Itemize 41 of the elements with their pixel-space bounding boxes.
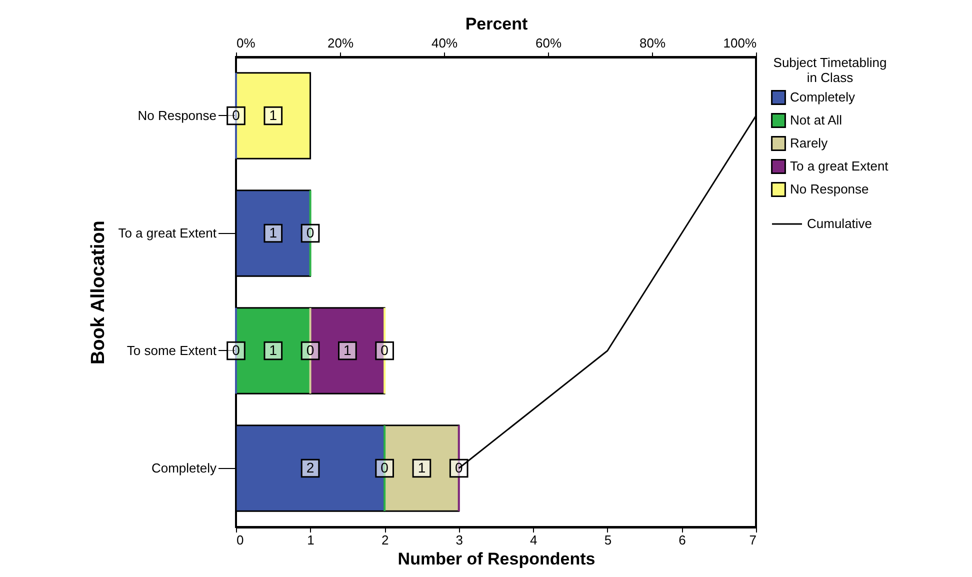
x-tick-label: 0 (236, 532, 244, 548)
data-label: 0 (232, 106, 240, 123)
y-axis-title: Book Allocation (88, 220, 110, 364)
y-tick-label: No Response (138, 108, 216, 123)
y-tick-label: To some Extent (126, 342, 217, 358)
data-label: 1 (269, 106, 278, 123)
data-label: 0 (454, 459, 463, 476)
legend-label: Completely (790, 90, 856, 104)
y-tick-label: Completely (151, 460, 217, 476)
data-label: 0 (380, 459, 389, 476)
data-label: 0 (380, 342, 389, 358)
legend-label: Cumulative (807, 216, 872, 231)
x2-tick-label: 20% (327, 36, 354, 50)
data-label: 2 (306, 459, 314, 476)
x-tick-label: 5 (604, 532, 612, 548)
legend-label: No Response (790, 182, 869, 196)
data-label: 1 (269, 224, 278, 240)
legend-title: Subject Timetabling in Class (773, 55, 887, 85)
x-tick-label: 1 (307, 532, 314, 548)
data-label: 1 (269, 342, 278, 358)
legend-label: To a great Extent (790, 158, 889, 174)
x-axis-title: Number of Respondents (398, 550, 596, 568)
data-label: 0 (306, 342, 314, 358)
x2-tick-label: 40% (431, 36, 458, 50)
data-label: 1 (344, 342, 352, 358)
legend-label: Not at All (790, 112, 842, 128)
data-label: 1 (418, 459, 426, 476)
x-tick-label: 7 (749, 532, 756, 548)
x-tick-label: 2 (381, 532, 389, 548)
x2-tick-label: 100% (723, 36, 757, 50)
x-tick-label: 3 (456, 532, 463, 548)
x-tick-label: 6 (678, 532, 686, 548)
y-tick-label: To a great Extent (118, 225, 217, 240)
data-label: 0 (232, 342, 240, 358)
data-label: 0 (306, 224, 314, 240)
x2-tick-label: 60% (535, 36, 562, 50)
x2-tick-label: 0% (236, 36, 256, 50)
x2-tick-label: 80% (639, 36, 666, 50)
x2-axis-title: Percent (465, 14, 528, 34)
x-tick-label: 4 (530, 532, 538, 548)
legend-label: Rarely (790, 136, 828, 150)
